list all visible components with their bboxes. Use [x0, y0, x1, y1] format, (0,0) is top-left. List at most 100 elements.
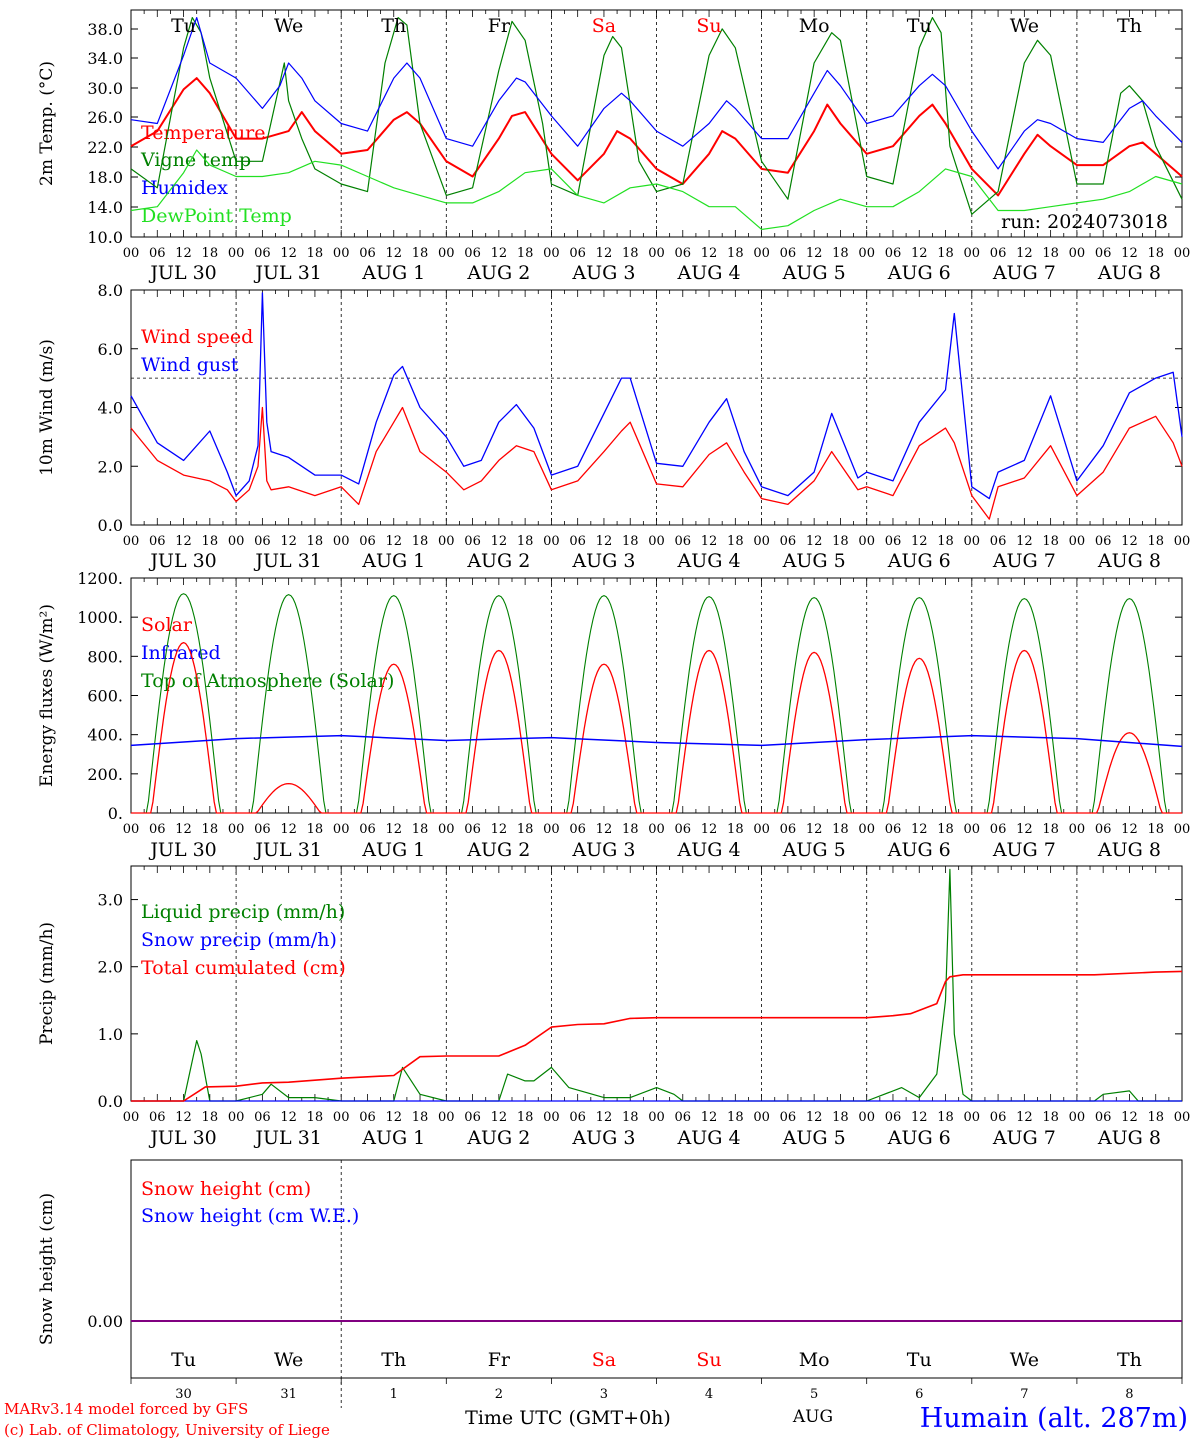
- hour-tick-label: 06: [1095, 822, 1112, 837]
- hour-tick-label: 00: [858, 822, 875, 837]
- y-tick-label: 400.: [87, 726, 123, 745]
- hour-tick-label: 06: [675, 246, 692, 261]
- legend-entry: Wind gust: [141, 354, 239, 376]
- y-axis-label: Snow height (cm): [37, 1193, 57, 1345]
- hour-tick-label: 00: [543, 534, 560, 549]
- hour-tick-label: 18: [622, 246, 639, 261]
- hour-tick-label: 00: [123, 1110, 140, 1125]
- weekday-label-bottom: Tu: [171, 1349, 196, 1371]
- hour-tick-label: 06: [569, 822, 586, 837]
- date-label: AUG 5: [782, 262, 846, 284]
- hour-tick-label: 00: [543, 246, 560, 261]
- day-number-label: 6: [915, 1387, 923, 1402]
- hour-tick-label: 06: [780, 534, 797, 549]
- hour-tick-label: 12: [1016, 246, 1033, 261]
- hour-tick-label: 12: [701, 822, 718, 837]
- legend-entry: Liquid precip (mm/h): [141, 901, 345, 923]
- date-label: AUG 4: [677, 550, 741, 572]
- model-credit: MARv3.14 model forced by GFS: [4, 1400, 248, 1418]
- y-tick-label: 18.0: [87, 168, 123, 187]
- time-axis-title: Time UTC (GMT+0h): [465, 1407, 671, 1429]
- hour-tick-label: 06: [149, 1110, 166, 1125]
- hour-tick-label: 00: [123, 246, 140, 261]
- hour-tick-label: 00: [964, 534, 981, 549]
- date-label: AUG 6: [887, 1127, 951, 1149]
- hour-tick-label: 12: [596, 822, 613, 837]
- y-axis-label: 10m Wind (m/s): [37, 339, 57, 476]
- panel-3: 0. 200. 400. 600. 800. 1000. 1200. Energy fluxe…: [37, 569, 1183, 823]
- weekday-label-top: Su: [696, 15, 721, 37]
- series-line-dewpoint-temp: [130, 149, 1183, 230]
- y-tick-label: 38.0: [87, 20, 123, 39]
- hour-tick-label: 18: [622, 1110, 639, 1125]
- hour-tick-label: 06: [990, 534, 1007, 549]
- date-label: AUG 2: [466, 1127, 530, 1149]
- legend-entry: Snow height (cm): [141, 1178, 311, 1200]
- y-tick-label: 34.0: [87, 49, 123, 68]
- weekday-label-top: We: [274, 15, 303, 37]
- y-tick-label: 0.0: [98, 1092, 123, 1111]
- hour-tick-label: 18: [937, 822, 954, 837]
- y-tick-label: 3.0: [98, 891, 123, 910]
- date-label: JUL 31: [253, 262, 321, 284]
- weekday-label-top: Th: [1117, 15, 1142, 37]
- date-label: AUG 8: [1097, 550, 1161, 572]
- date-label: AUG 2: [466, 839, 530, 861]
- hour-tick-label: 06: [464, 246, 481, 261]
- y-tick-label: 1200.: [77, 569, 123, 588]
- series-line-temperature: [130, 77, 1183, 197]
- y-axis-label: Precip (mm/h): [37, 922, 57, 1045]
- series-line-wind-gust: [130, 292, 1183, 500]
- hour-tick-label: 12: [1121, 822, 1138, 837]
- y-tick-label: 2.0: [98, 457, 123, 476]
- hour-tick-label: 18: [517, 246, 534, 261]
- weekday-label-top: Fr: [488, 15, 511, 37]
- hour-tick-label: 18: [307, 246, 324, 261]
- date-label: AUG 2: [466, 262, 530, 284]
- hour-tick-label: 06: [464, 1110, 481, 1125]
- hour-tick-label: 12: [385, 1110, 402, 1125]
- hour-tick-label: 18: [202, 822, 219, 837]
- date-label: JUL 30: [148, 262, 216, 284]
- hour-tick-label: 00: [964, 1110, 981, 1125]
- hour-tick-label: 06: [149, 534, 166, 549]
- hour-tick-label: 00: [753, 534, 770, 549]
- legend-entry: Snow height (cm W.E.): [141, 1205, 359, 1227]
- hour-tick-label: 00: [964, 246, 981, 261]
- hour-tick-label: 06: [675, 1110, 692, 1125]
- hour-tick-label: 12: [491, 822, 508, 837]
- date-label: AUG 6: [887, 550, 951, 572]
- lab-credit: (c) Lab. of Climatology, University of L…: [4, 1421, 330, 1439]
- hour-tick-label: 06: [780, 246, 797, 261]
- weekday-label-top: Sa: [592, 15, 616, 37]
- panel-5: 0.00 Snow height (cm) Snow height (cm) Snow…: [37, 1159, 1183, 1408]
- day-number-label: 3: [600, 1387, 608, 1402]
- hour-tick-label: 00: [228, 1110, 245, 1125]
- hour-tick-label: 12: [280, 534, 297, 549]
- y-tick-label: 14.0: [87, 198, 123, 217]
- hour-tick-label: 12: [701, 1110, 718, 1125]
- hour-tick-label: 12: [806, 246, 823, 261]
- hour-tick-label: 18: [1147, 822, 1164, 837]
- y-tick-label: 8.0: [98, 281, 123, 300]
- hour-tick-label: 06: [254, 1110, 271, 1125]
- hour-tick-label: 00: [648, 822, 665, 837]
- hour-tick-label: 00: [753, 1110, 770, 1125]
- hour-tick-label: 06: [254, 822, 271, 837]
- hour-tick-label: 00: [333, 1110, 350, 1125]
- date-label: JUL 30: [148, 839, 216, 861]
- y-tick-label: 0.0: [98, 516, 123, 535]
- hour-tick-label: 18: [517, 534, 534, 549]
- hour-tick-label: 18: [1147, 1110, 1164, 1125]
- hour-tick-label: 18: [202, 534, 219, 549]
- weekday-label-top: Th: [381, 15, 406, 37]
- hour-tick-label: 18: [307, 1110, 324, 1125]
- hour-tick-label: 06: [885, 534, 902, 549]
- hour-tick-label: 18: [1147, 534, 1164, 549]
- hour-tick-label: 00: [1174, 534, 1191, 549]
- hour-tick-label: 00: [753, 822, 770, 837]
- hour-tick-label: 18: [412, 246, 429, 261]
- day-number-label: 30: [175, 1387, 192, 1402]
- hour-tick-label: 00: [964, 822, 981, 837]
- hour-tick-label: 12: [175, 1110, 192, 1125]
